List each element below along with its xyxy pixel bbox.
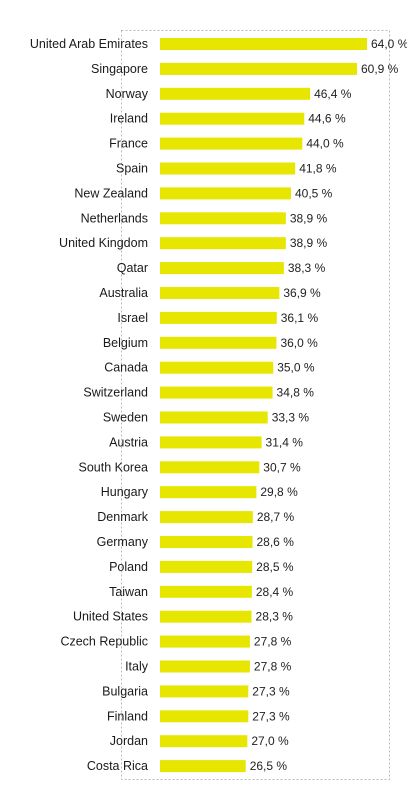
value-label-austria: 31,4 % <box>266 435 304 449</box>
category-label-spain: Spain <box>116 162 148 176</box>
category-label-canada: Canada <box>104 361 148 375</box>
value-label-sweden: 33,3 % <box>272 411 310 425</box>
bar-netherlands <box>160 212 286 225</box>
value-label-denmark: 28,7 % <box>257 510 295 524</box>
category-label-czech-republic: Czech Republic <box>60 635 148 649</box>
category-label-austria: Austria <box>109 435 148 449</box>
value-label-bulgaria: 27,3 % <box>252 684 290 698</box>
bar-spain <box>160 162 296 175</box>
category-label-hungary: Hungary <box>101 485 149 499</box>
category-label-israel: Israel <box>117 311 148 325</box>
bar-australia <box>160 287 280 299</box>
bar-hungary <box>160 486 257 499</box>
category-label-taiwan: Taiwan <box>109 585 148 599</box>
bar-united-kingdom <box>160 237 286 250</box>
category-label-jordan: Jordan <box>110 734 148 748</box>
value-label-south-korea: 30,7 % <box>263 460 301 474</box>
bar-group <box>160 38 367 773</box>
value-label-united-arab-emirates: 64,0 % <box>371 37 407 51</box>
value-label-qatar: 38,3 % <box>288 261 326 275</box>
bar-united-arab-emirates <box>160 38 367 50</box>
bar-south-korea <box>160 461 260 474</box>
value-label-jordan: 27,0 % <box>251 734 289 748</box>
bar-canada <box>160 361 274 374</box>
category-label-bulgaria: Bulgaria <box>102 684 148 698</box>
bar-norway <box>160 87 311 100</box>
value-label-australia: 36,9 % <box>283 286 321 300</box>
category-label-singapore: Singapore <box>91 62 148 76</box>
bar-united-states <box>160 610 252 623</box>
bar-switzerland <box>160 386 273 399</box>
category-label-united-arab-emirates: United Arab Emirates <box>30 37 148 51</box>
value-label-netherlands: 38,9 % <box>290 211 328 225</box>
category-label-switzerland: Switzerland <box>83 386 148 400</box>
category-label-sweden: Sweden <box>103 411 148 425</box>
value-labels: 64,0 % 60,9 % 46,4 % 44,6 % 44,0 % 41,8 % 40,5… <box>250 37 407 773</box>
bar-czech-republic <box>160 635 250 648</box>
category-label-ireland: Ireland <box>110 112 148 126</box>
category-label-italy: Italy <box>125 660 149 674</box>
bar-finland <box>160 710 249 723</box>
bar-austria <box>160 436 262 449</box>
bar-belgium <box>160 336 277 349</box>
value-label-italy: 27,8 % <box>254 660 292 674</box>
value-label-canada: 35,0 % <box>277 361 315 375</box>
bar-sweden <box>160 411 268 424</box>
category-label-france: France <box>109 137 148 151</box>
bar-taiwan <box>160 585 252 598</box>
value-label-norway: 46,4 % <box>314 87 352 101</box>
category-label-belgium: Belgium <box>103 336 148 350</box>
bar-israel <box>160 311 277 324</box>
value-label-france: 44,0 % <box>306 137 344 151</box>
category-label-new-zealand: New Zealand <box>74 186 148 200</box>
category-label-costa-rica: Costa Rica <box>87 759 148 773</box>
value-label-united-states: 28,3 % <box>256 610 294 624</box>
value-label-finland: 27,3 % <box>252 709 290 723</box>
category-label-united-kingdom: United Kingdom <box>59 236 148 250</box>
category-label-netherlands: Netherlands <box>81 211 148 225</box>
value-label-hungary: 29,8 % <box>260 485 298 499</box>
value-label-costa-rica: 26,5 % <box>250 759 288 773</box>
value-label-belgium: 36,0 % <box>280 336 318 350</box>
bar-jordan <box>160 735 248 748</box>
value-label-germany: 28,6 % <box>257 535 295 549</box>
category-label-qatar: Qatar <box>117 261 148 275</box>
bar-france <box>160 137 303 150</box>
category-label-united-states: United States <box>73 610 148 624</box>
value-label-ireland: 44,6 % <box>308 112 346 126</box>
category-label-australia: Australia <box>99 286 148 300</box>
category-label-denmark: Denmark <box>97 510 148 524</box>
bar-bulgaria <box>160 685 249 698</box>
bar-singapore <box>160 62 357 75</box>
plot-area-frame <box>121 30 390 780</box>
value-label-spain: 41,8 % <box>299 162 337 176</box>
bar-denmark <box>160 511 253 524</box>
bar-qatar <box>160 262 284 275</box>
value-label-taiwan: 28,4 % <box>256 585 294 599</box>
category-label-norway: Norway <box>106 87 149 101</box>
category-label-finland: Finland <box>107 709 148 723</box>
bar-new-zealand <box>160 187 291 200</box>
bar-italy <box>160 660 250 673</box>
value-label-united-kingdom: 38,9 % <box>290 236 328 250</box>
value-label-czech-republic: 27,8 % <box>254 635 292 649</box>
category-label-germany: Germany <box>97 535 149 549</box>
bar-ireland <box>160 112 305 125</box>
value-label-israel: 36,1 % <box>281 311 319 325</box>
value-label-new-zealand: 40,5 % <box>295 186 333 200</box>
category-label-poland: Poland <box>109 560 148 574</box>
bar-costa-rica <box>160 760 246 773</box>
category-label-south-korea: South Korea <box>79 460 149 474</box>
bar-poland <box>160 560 253 573</box>
value-label-poland: 28,5 % <box>256 560 294 574</box>
bar-germany <box>160 536 253 548</box>
value-label-singapore: 60,9 % <box>361 62 399 76</box>
category-labels: United Arab Emirates Singapore Norway Irela… <box>30 37 149 773</box>
value-label-switzerland: 34,8 % <box>277 386 315 400</box>
